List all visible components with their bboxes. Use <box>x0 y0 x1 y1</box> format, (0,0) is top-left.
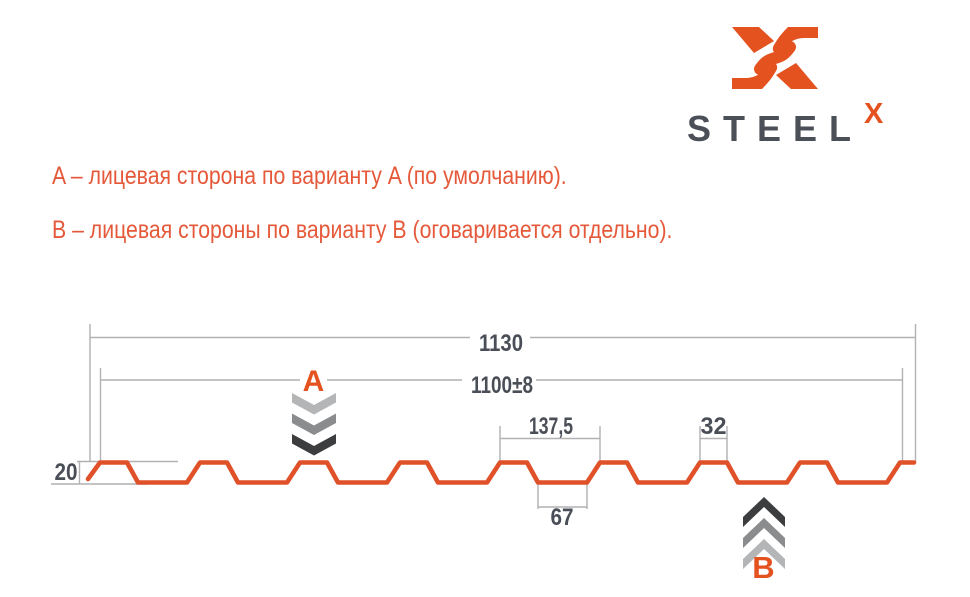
profile-outline <box>85 460 917 485</box>
marker-back-side: B <box>743 497 785 585</box>
marker-b-letter: B <box>752 550 774 585</box>
logo-wordmark-sup: X <box>864 98 884 130</box>
chevrons-down-icon <box>292 393 336 456</box>
chevron-down-dark <box>292 434 336 456</box>
logo-x-nw-arm <box>732 27 774 53</box>
note-variant-b: B – лицевая стороны по варианту B (огова… <box>52 216 673 244</box>
chevron-down-mid <box>292 413 336 435</box>
dim-label-rib-bottom-width: 67 <box>551 504 574 531</box>
chevron-up-light <box>743 539 785 569</box>
logo-x-se-arm <box>776 63 818 89</box>
dimension-labels: 1130 1100±8 137,5 32 67 20 <box>55 330 727 531</box>
dimension-lines <box>51 324 917 509</box>
chevrons-up-icon <box>743 497 785 569</box>
chevron-down-light <box>292 393 336 415</box>
logo-x-center-s <box>754 41 796 75</box>
dim-label-overall-width: 1130 <box>479 330 523 357</box>
dim-label-working-width: 1100±8 <box>471 372 533 399</box>
marker-front-side: A <box>292 365 336 456</box>
dim-label-profile-height: 20 <box>55 459 78 486</box>
chevron-up-mid <box>743 518 785 548</box>
logo-wordmark: STEEL <box>687 108 864 149</box>
dim-label-rib-top-width: 32 <box>701 413 727 440</box>
marker-a-letter: A <box>303 365 325 398</box>
logo-x-sw-hook <box>732 62 778 89</box>
dim-label-rib-pitch: 137,5 <box>529 413 573 440</box>
logo-x-icon <box>732 27 818 89</box>
marker-a-halo <box>300 368 327 394</box>
chevron-up-dark <box>743 497 785 527</box>
note-variant-a: A – лицевая сторона по варианту A (по ум… <box>52 162 567 190</box>
